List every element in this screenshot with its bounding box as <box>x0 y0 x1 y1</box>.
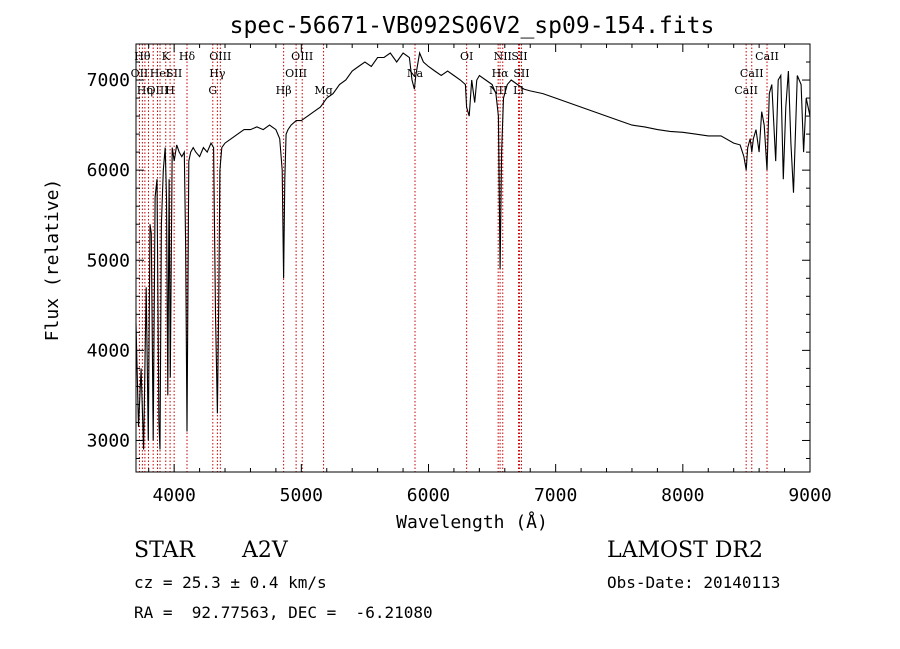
y-tick-label: 6000 <box>87 160 130 181</box>
redshift-text: cz = 25.3 ± 0.4 km/s <box>134 573 327 592</box>
y-axis-ticks: 3000 4000 5000 6000 7000 <box>87 43 810 459</box>
object-subclass: A2V <box>242 538 288 563</box>
line-label: OIII <box>291 50 313 63</box>
line-label: SII <box>513 67 529 80</box>
coordinates-text: RA = 92.77563, DEC = -6.21080 <box>134 603 433 622</box>
x-tick-label: 6000 <box>407 485 450 506</box>
line-label: OI <box>460 50 473 63</box>
x-axis-ticks: 4000 5000 6000 7000 8000 9000 <box>148 44 832 506</box>
survey-name: LAMOST DR2 <box>607 538 763 563</box>
line-label: Hη <box>137 84 153 97</box>
spectral-line-labels: OIIHθHηOIIIHeIKHSIIHδGHγOIIIHβOIIIOIIIMg… <box>131 50 779 97</box>
x-tick-label: 9000 <box>788 485 831 506</box>
line-label: SII <box>511 50 527 63</box>
object-class: STAR <box>134 538 195 563</box>
y-axis-label: Flux (relative) <box>42 179 63 342</box>
line-label: Hγ <box>209 67 226 80</box>
line-label: Mg <box>314 84 332 97</box>
line-label: NII <box>494 50 512 63</box>
line-label: K <box>162 50 171 63</box>
y-tick-label: 5000 <box>87 250 130 271</box>
line-label: OIII <box>285 67 307 80</box>
line-label: Li <box>513 84 524 97</box>
line-label: Hθ <box>134 50 151 63</box>
plot-frame <box>135 43 811 473</box>
line-label: CaII <box>740 67 764 80</box>
x-axis-label: Wavelength (Å) <box>396 511 548 533</box>
spectral-line-markers <box>138 44 768 472</box>
x-tick-label: 7000 <box>534 485 577 506</box>
chart-title: spec-56671-VB092S06V2_sp09-154.fits <box>230 13 715 39</box>
y-tick-label: 3000 <box>87 430 130 451</box>
line-label: CaII <box>734 84 758 97</box>
line-label: OIII <box>146 84 168 97</box>
line-label: CaII <box>755 50 779 63</box>
x-tick-label: 8000 <box>661 485 704 506</box>
line-label: Hδ <box>179 50 196 63</box>
line-label: OIII <box>209 50 231 63</box>
line-label: OII <box>131 67 149 80</box>
line-label: HeI <box>150 67 170 80</box>
obs-date: Obs-Date: 20140113 <box>607 573 781 592</box>
y-tick-label: 4000 <box>87 340 130 361</box>
line-label: SII <box>166 67 182 80</box>
line-label: H <box>165 84 175 97</box>
x-tick-label: 5000 <box>280 485 323 506</box>
line-label: G <box>208 84 217 97</box>
x-tick-label: 4000 <box>152 485 195 506</box>
line-label: Hβ <box>276 84 292 97</box>
y-tick-label: 7000 <box>87 70 130 91</box>
line-label: Hα <box>492 67 510 80</box>
spectrum-line <box>135 51 811 450</box>
